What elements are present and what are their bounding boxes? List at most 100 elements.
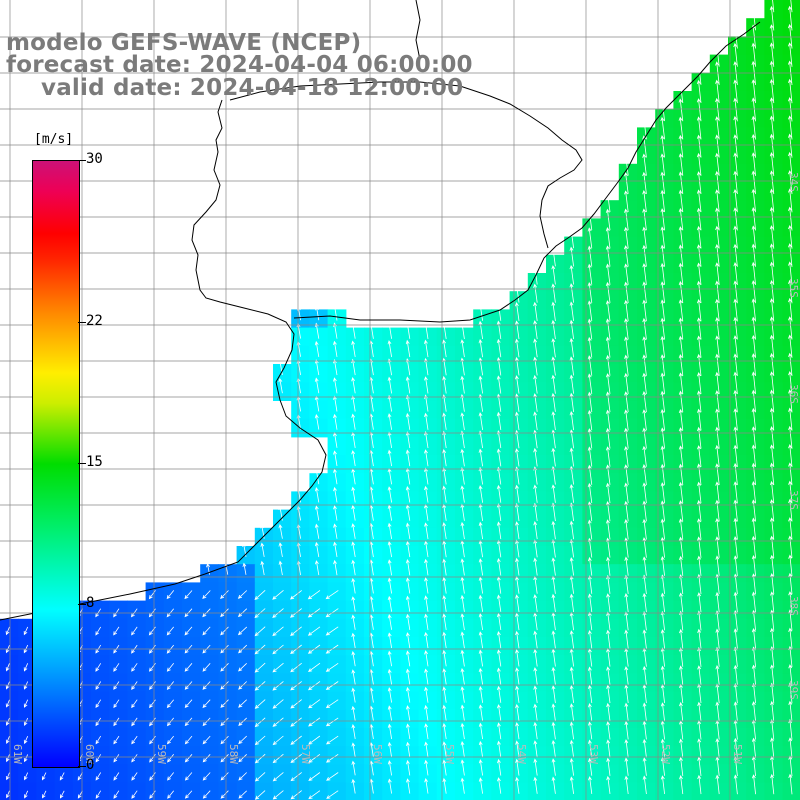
wind-arrow	[254, 626, 266, 637]
wind-arrow	[770, 755, 775, 777]
wind-arrow	[605, 446, 611, 467]
wind-arrow	[351, 541, 356, 558]
wind-speed-cell	[127, 600, 147, 620]
wind-arrow	[587, 519, 593, 540]
wind-arrow	[220, 717, 229, 727]
wind-arrow	[697, 426, 702, 449]
wind-arrow	[551, 685, 556, 703]
wind-speed-cell	[218, 764, 238, 784]
wind-arrow	[788, 371, 793, 395]
wind-arrow	[751, 535, 756, 558]
wind-arrow	[113, 663, 120, 672]
wind-speed-cell	[782, 364, 800, 383]
wind-arrow	[406, 723, 411, 740]
wind-arrow	[351, 504, 356, 521]
wind-arrow	[533, 685, 538, 703]
wind-arrow	[113, 772, 120, 781]
wind-arrow	[314, 359, 320, 376]
wind-arrow	[333, 559, 338, 576]
wind-arrow	[5, 699, 10, 708]
wind-arrow	[769, 133, 775, 158]
wind-arrow	[478, 649, 483, 667]
wind-arrow	[660, 556, 665, 576]
wind-arrow	[254, 790, 266, 800]
wind-arrow	[660, 135, 665, 158]
wind-arrow	[769, 389, 775, 413]
wind-arrow	[606, 537, 611, 558]
wind-arrow	[478, 448, 483, 467]
wind-arrow	[405, 668, 411, 685]
wind-arrow	[202, 663, 211, 672]
wind-arrow	[788, 498, 793, 522]
wind-arrow	[442, 723, 447, 740]
wind-arrow	[551, 630, 556, 649]
wind-arrow	[642, 629, 647, 649]
wind-arrow	[660, 189, 665, 213]
wind-speed-cell	[254, 637, 274, 656]
wind-arrow	[733, 536, 738, 558]
wind-arrow	[624, 208, 629, 231]
wind-arrow	[624, 482, 629, 504]
wind-arrow	[272, 772, 284, 782]
wind-arrow	[260, 560, 265, 576]
wind-arrow	[333, 523, 338, 539]
wind-arrow	[460, 375, 465, 394]
wind-arrow	[23, 699, 29, 708]
wind-arrow	[496, 302, 502, 321]
wind-arrow	[696, 152, 702, 176]
wind-speed-cell	[291, 637, 310, 656]
wind-arrow	[715, 444, 720, 467]
wind-arrow	[624, 775, 629, 795]
wind-arrow	[624, 354, 629, 376]
wind-arrow	[442, 759, 447, 776]
wind-arrow	[424, 686, 429, 703]
wind-arrow	[551, 758, 556, 776]
wind-arrow	[23, 717, 29, 727]
wind-arrow	[642, 372, 647, 395]
wind-speed-cell	[291, 746, 310, 765]
wind-arrow	[220, 699, 229, 708]
wind-arrow	[148, 626, 156, 636]
wind-speed-cell	[273, 746, 292, 765]
wind-arrow	[587, 355, 593, 376]
wind-arrow	[24, 790, 29, 799]
wind-arrow	[733, 426, 738, 449]
colorbar-tick-mark	[78, 766, 86, 767]
wind-arrow	[660, 208, 665, 231]
wind-arrow	[478, 320, 483, 340]
wind-arrow	[314, 560, 320, 576]
wind-speed-cell	[327, 728, 347, 747]
wind-arrow	[406, 686, 411, 703]
wind-arrow	[587, 630, 593, 649]
wind-arrow	[551, 648, 556, 667]
wind-arrow	[113, 754, 120, 763]
wind-arrow	[131, 735, 138, 745]
wind-speed-cell	[782, 618, 800, 638]
wind-arrow	[569, 301, 574, 321]
wind-arrow	[387, 376, 392, 394]
wind-arrow	[514, 302, 520, 321]
wind-arrow	[624, 299, 629, 322]
wind-arrow	[369, 723, 374, 740]
wind-arrow	[533, 594, 538, 612]
wind-arrow	[587, 409, 593, 431]
wind-arrow	[678, 463, 684, 486]
wind-arrow	[515, 740, 520, 758]
wind-arrow	[406, 705, 411, 721]
wind-speed-cell	[782, 764, 800, 784]
wind-arrow	[769, 352, 775, 377]
wind-speed-cell	[18, 764, 37, 784]
wind-arrow	[678, 280, 684, 304]
wind-arrow	[788, 443, 793, 468]
wind-arrow	[715, 298, 720, 322]
wind-arrow	[733, 371, 738, 395]
wind-arrow	[642, 281, 647, 304]
wind-arrow	[478, 466, 483, 485]
wind-arrow	[715, 371, 720, 395]
wind-arrow	[678, 189, 684, 213]
wind-arrow	[113, 626, 120, 636]
wind-arrow	[405, 540, 411, 558]
wind-arrow	[351, 577, 356, 594]
wind-arrow	[660, 629, 665, 649]
